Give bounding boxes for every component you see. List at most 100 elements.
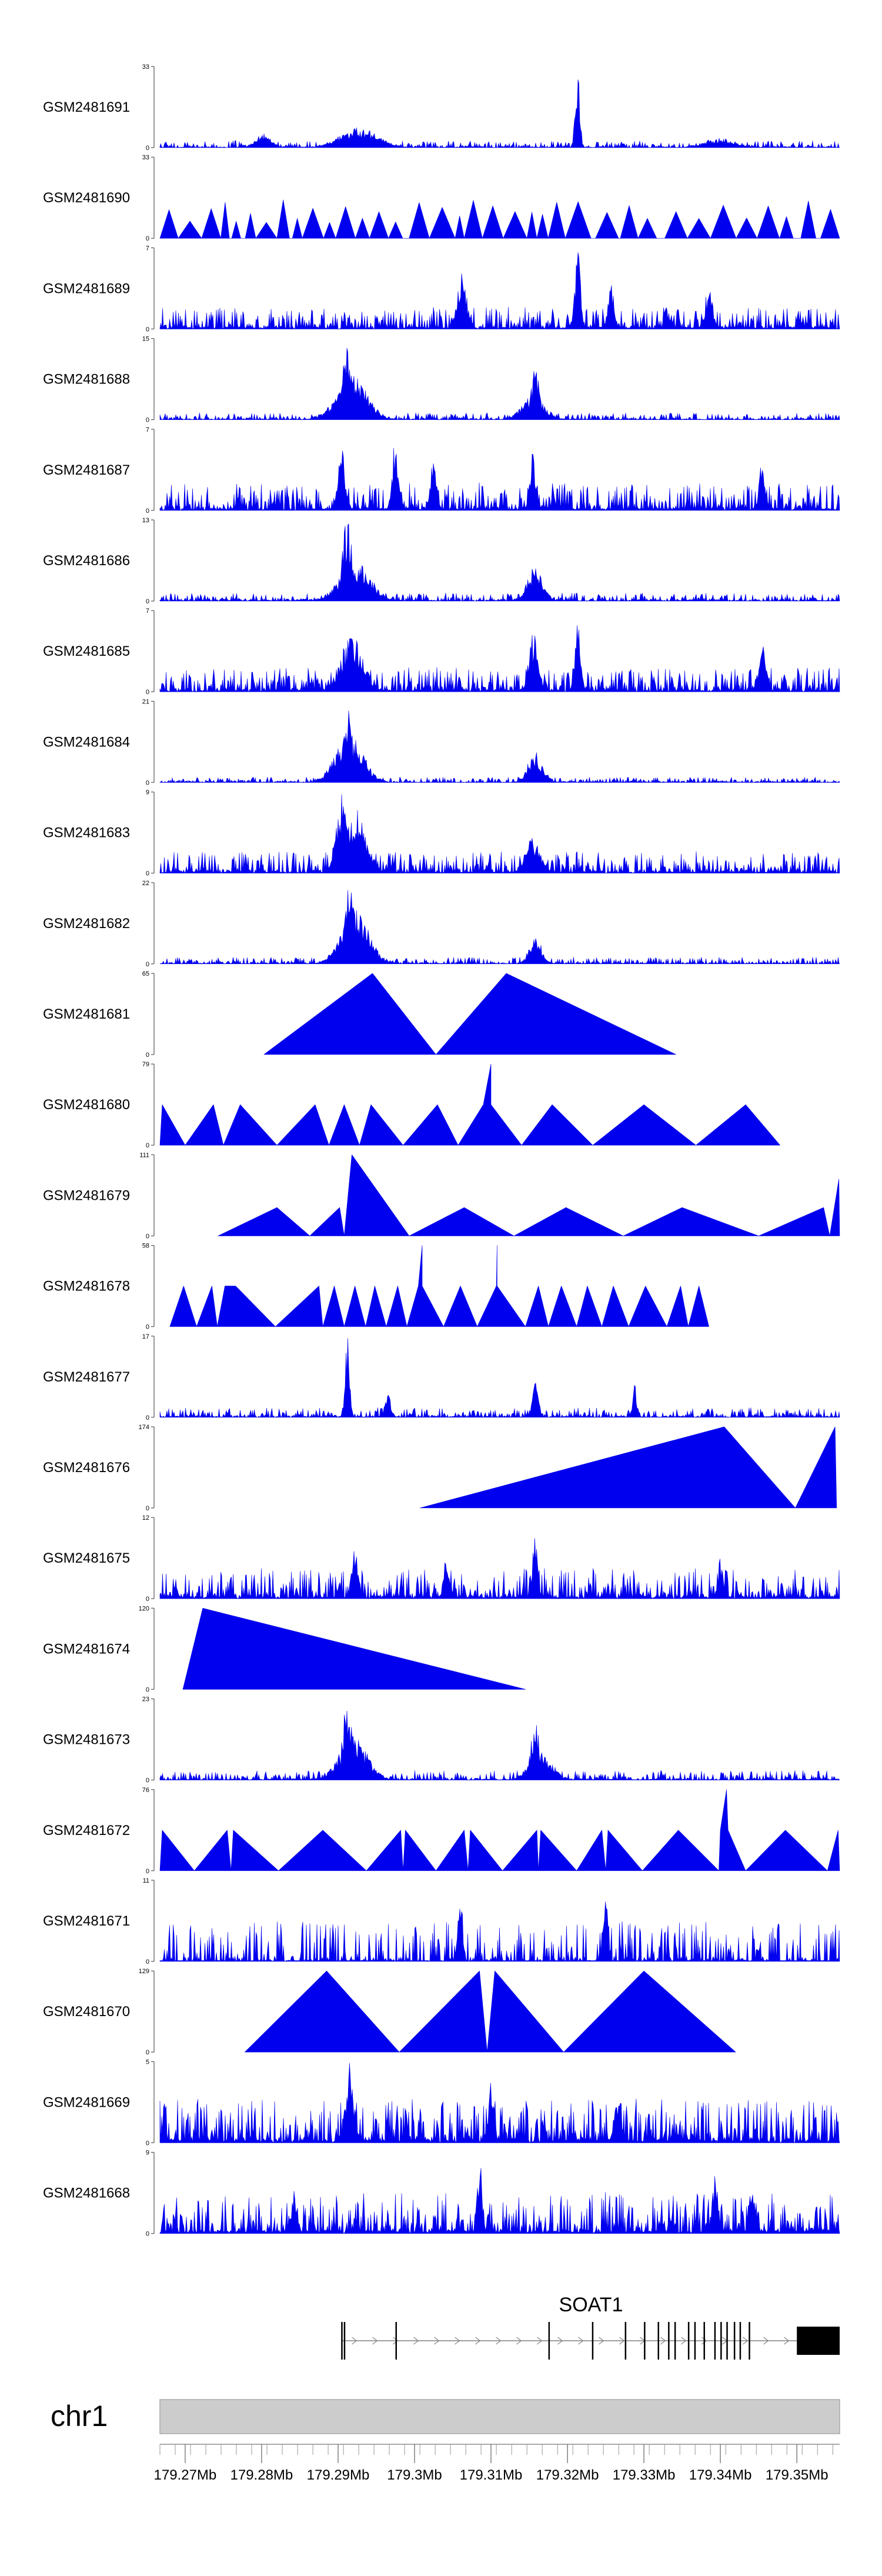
coverage-track: GSM2481673 23 0 [43,1696,840,1784]
track-name: GSM2481688 [43,372,130,388]
y-tick-label-max: 9 [146,2150,149,2157]
coverage-area [245,1970,736,2053]
y-tick-label-zero: 0 [146,1686,149,1693]
track-name: GSM2481674 [43,1641,130,1657]
strand-arrow [784,2337,790,2345]
y-tick-label-zero: 0 [146,1142,149,1149]
coverage-area [159,1063,780,1146]
y-tick-label-max: 12 [142,1514,149,1521]
track-name: GSM2481676 [43,1460,130,1476]
coverage-track: GSM2481682 22 0 [43,880,840,968]
track-name: GSM2481670 [43,2004,130,2020]
strand-arrow [599,2337,604,2345]
coverage-track: GSM2481672 76 0 [43,1787,840,1875]
x-tick-label: 179.35Mb [766,2467,828,2483]
y-tick-label-max: 5 [146,2058,149,2066]
y-tick-label-max: 11 [143,1877,149,1884]
track-name: GSM2481672 [43,1823,130,1838]
x-tick-label: 179.34Mb [689,2467,752,2483]
strand-arrow [352,2337,358,2345]
y-tick-label-max: 65 [142,970,149,977]
track-name: GSM2481684 [43,734,130,750]
coverage-area [159,199,840,239]
y-tick-label-zero: 0 [146,1414,149,1422]
coverage-track: GSM2481671 11 0 [43,1877,840,1966]
coverage-track: GSM2481684 21 0 [43,698,840,786]
gene-exon [797,2327,840,2355]
y-tick-label-max: 79 [142,1061,149,1068]
y-tick-label-zero: 0 [146,2140,149,2147]
track-name: GSM2481671 [43,1913,130,1929]
track-name: GSM2481675 [43,1550,130,1566]
coverage-area [159,890,840,965]
y-tick-label-zero: 0 [146,779,149,786]
y-tick-label-zero: 0 [146,1777,149,1784]
y-tick-label-zero: 0 [146,235,149,242]
y-tick-label-zero: 0 [146,2049,149,2056]
y-tick-label-max: 120 [139,1605,149,1612]
y-tick-label-zero: 0 [146,326,149,333]
y-tick-label-max: 22 [142,880,149,887]
strand-arrow [434,2337,440,2345]
y-tick-label-zero: 0 [146,508,149,515]
coverage-track: GSM2481674 120 0 [43,1605,526,1693]
track-name: GSM2481677 [43,1369,130,1385]
coverage-track: GSM2481680 79 0 [43,1061,780,1149]
y-tick-label-max: 7 [146,608,149,615]
coverage-track: GSM2481675 12 0 [43,1514,840,1603]
chromosome-ideogram-track: chr1 [51,2399,840,2434]
strand-arrow [619,2337,625,2345]
strand-arrow [475,2337,481,2345]
y-tick-label-max: 17 [142,1333,149,1340]
strand-arrow [455,2337,460,2345]
x-tick-label: 179.32Mb [536,2467,599,2483]
y-tick-label-zero: 0 [146,1324,149,1331]
coverage-track: GSM2481678 58 0 [43,1243,709,1331]
gene-exon [657,2322,659,2360]
y-tick-label-max: 76 [142,1787,149,1794]
gene-exon [720,2322,722,2360]
coverage-area [159,448,840,511]
gene-exon [674,2322,676,2360]
y-tick-label-max: 7 [146,426,149,433]
coverage-area [159,1789,840,1871]
strand-arrow [372,2337,378,2345]
gene-exon [341,2322,343,2360]
strand-arrow [537,2337,543,2345]
coverage-area [159,794,840,873]
y-tick-label-zero: 0 [146,1596,149,1603]
y-tick-label-max: 58 [142,1243,149,1250]
coverage-track: GSM2481670 129 0 [43,1968,736,2056]
y-tick-label-max: 23 [142,1696,149,1703]
gene-exon [687,2322,690,2360]
coverage-track: GSM2481686 13 0 [43,517,840,605]
gene-exon [694,2322,696,2360]
x-tick-label: 179.33Mb [613,2467,676,2483]
coverage-area [159,625,840,692]
y-tick-label-zero: 0 [146,689,149,696]
coverage-track: GSM2481668 9 0 [43,2150,840,2238]
coverage-track: GSM2481676 174 0 [43,1424,837,1512]
y-tick-label-max: 21 [142,698,149,705]
coverage-area [159,1901,840,1962]
coverage-track: GSM2481685 7 0 [43,608,840,696]
gene-exon [548,2322,550,2360]
gene-exon [703,2322,705,2360]
coverage-area [159,348,840,420]
y-tick-label-zero: 0 [146,1233,149,1240]
y-tick-label-zero: 0 [146,1958,149,1966]
y-tick-label-max: 33 [142,154,149,161]
coverage-track: GSM2481677 17 0 [43,1333,840,1422]
y-tick-label-max: 174 [139,1424,149,1431]
track-name: GSM2481673 [43,1732,130,1748]
strand-arrow [413,2337,419,2345]
track-name: GSM2481681 [43,1006,130,1022]
coverage-tracks: GSM2481691330GSM2481690330GSM248168970GS… [43,64,840,2238]
gene-exon [739,2322,741,2360]
y-tick-label-max: 13 [142,517,149,524]
y-tick-label-max: 15 [142,336,149,343]
track-name: GSM2481687 [43,462,130,478]
gene-exon [592,2322,594,2360]
strand-arrow [681,2337,687,2345]
